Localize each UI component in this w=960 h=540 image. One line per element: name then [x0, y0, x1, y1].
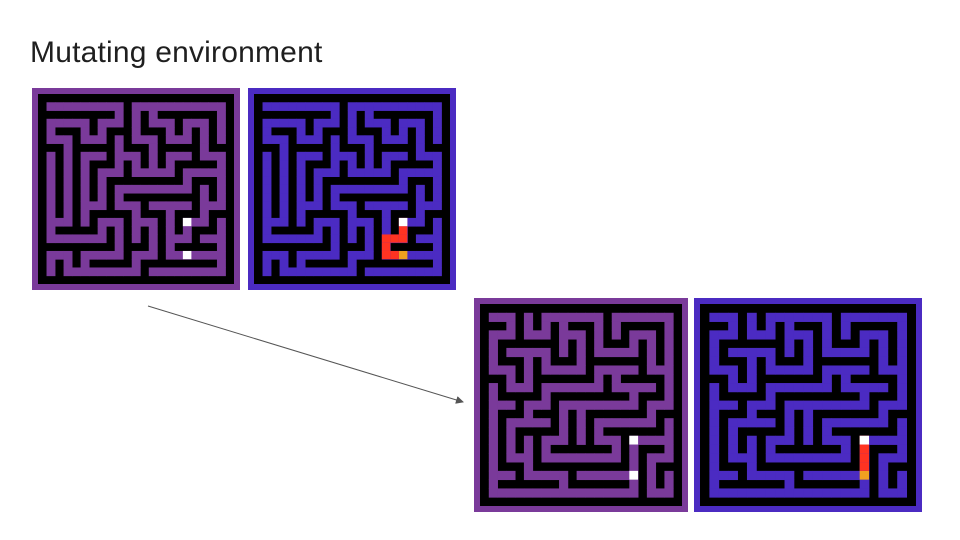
path-cell — [398, 250, 408, 260]
path-cell — [381, 234, 391, 243]
path-cell — [390, 234, 399, 243]
slide-title: Mutating environment — [30, 36, 323, 69]
path-cell — [381, 242, 391, 251]
path-cell — [390, 250, 399, 260]
original-maze — [32, 88, 240, 290]
goal-marker — [859, 435, 870, 445]
start-marker — [629, 470, 639, 480]
mutated-maze — [474, 298, 688, 512]
original-maze-solution — [248, 88, 456, 290]
path-cell — [859, 444, 870, 454]
path-cell — [398, 234, 408, 243]
path-cell — [398, 226, 408, 235]
path-cell — [859, 453, 870, 463]
path-cell — [381, 250, 391, 260]
path-cell — [859, 462, 870, 471]
goal-marker — [182, 217, 192, 227]
start-marker — [182, 250, 192, 260]
goal-marker — [398, 217, 408, 227]
goal-marker — [629, 435, 639, 445]
mutated-maze-solution — [694, 298, 922, 512]
path-cell — [859, 470, 870, 480]
